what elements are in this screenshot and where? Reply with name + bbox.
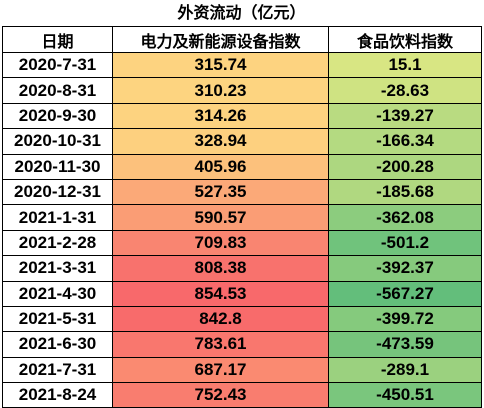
- power-index-cell: 709.83: [112, 229, 329, 257]
- food-index-cell: -392.37: [328, 255, 482, 282]
- power-index-cell: 808.38: [112, 255, 329, 282]
- table-row: 2021-6-30 783.61 -473.59: [2, 331, 482, 358]
- food-index-cell: -139.27: [328, 102, 482, 130]
- date-cell: 2021-4-30: [2, 280, 113, 307]
- power-index-cell: 315.74: [112, 51, 329, 79]
- food-index-cell: -399.72: [328, 305, 482, 333]
- table-row: 2021-8-24 752.43 -450.51: [2, 382, 482, 408]
- power-index-cell: 783.61: [112, 331, 329, 358]
- table-row: 2021-3-31 808.38 -392.37: [2, 255, 482, 282]
- power-index-column-header: 电力及新能源设备指数: [112, 26, 329, 53]
- table-row: 2021-4-30 854.53 -567.27: [2, 280, 482, 307]
- header-row: 日期 电力及新能源设备指数 食品饮料指数: [2, 26, 482, 53]
- power-index-cell: 842.8: [112, 305, 329, 333]
- power-index-cell: 328.94: [112, 128, 329, 155]
- food-index-cell: -473.59: [328, 331, 482, 358]
- date-cell: 2020-9-30: [2, 102, 113, 130]
- table-row: 2021-5-31 842.8 -399.72: [2, 305, 482, 333]
- power-index-cell: 854.53: [112, 280, 329, 307]
- food-index-cell: -362.08: [328, 204, 482, 231]
- power-index-cell: 527.35: [112, 178, 329, 206]
- food-index-cell: -185.68: [328, 178, 482, 206]
- power-index-cell: 314.26: [112, 102, 329, 130]
- date-cell: 2021-5-31: [2, 305, 113, 333]
- table-row: 2021-2-28 709.83 -501.2: [2, 229, 482, 257]
- table-row: 2021-1-31 590.57 -362.08: [2, 204, 482, 231]
- food-index-column-header: 食品饮料指数: [328, 26, 482, 53]
- table-row: 2020-8-31 310.23 -28.63: [2, 77, 482, 104]
- table-row: 2020-12-31 527.35 -185.68: [2, 178, 482, 206]
- date-cell: 2021-7-31: [2, 356, 113, 384]
- table-title: 外资流动（亿元）: [177, 5, 306, 22]
- food-index-cell: -567.27: [328, 280, 482, 307]
- table-row: 2021-7-31 687.17 -289.1: [2, 356, 482, 384]
- date-cell: 2020-8-31: [2, 77, 113, 104]
- date-cell: 2021-1-31: [2, 204, 113, 231]
- table-row: 2020-7-31 315.74 15.1: [2, 51, 482, 79]
- power-index-cell: 590.57: [112, 204, 329, 231]
- date-cell: 2020-11-30: [2, 153, 113, 180]
- date-cell: 2020-12-31: [2, 178, 113, 206]
- food-index-cell: -200.28: [328, 153, 482, 180]
- power-index-cell: 405.96: [112, 153, 329, 180]
- power-index-cell: 752.43: [112, 382, 329, 408]
- date-cell: 2020-7-31: [2, 51, 113, 79]
- date-cell: 2021-2-28: [2, 229, 113, 257]
- food-index-cell: -166.34: [328, 128, 482, 155]
- date-cell: 2020-10-31: [2, 128, 113, 155]
- table-row: 2020-11-30 405.96 -200.28: [2, 153, 482, 180]
- power-index-cell: 310.23: [112, 77, 329, 104]
- table-row: 2020-9-30 314.26 -139.27: [2, 102, 482, 130]
- food-index-cell: -289.1: [328, 356, 482, 384]
- food-index-cell: -28.63: [328, 77, 482, 104]
- power-index-cell: 687.17: [112, 356, 329, 384]
- date-cell: 2021-6-30: [2, 331, 113, 358]
- date-cell: 2021-3-31: [2, 255, 113, 282]
- date-column-header: 日期: [2, 26, 113, 53]
- food-index-cell: -501.2: [328, 229, 482, 257]
- food-index-cell: -450.51: [328, 382, 482, 408]
- food-index-cell: 15.1: [328, 51, 482, 79]
- table-body: 2020-7-31 315.74 15.1 2020-8-31 310.23 -28.63…: [2, 51, 482, 408]
- table-row: 2020-10-31 328.94 -166.34: [2, 128, 482, 155]
- date-cell: 2021-8-24: [2, 382, 113, 408]
- foreign-capital-flow-table: 日期 电力及新能源设备指数 食品饮料指数 2020-7-31 315.74 15.1…: [2, 26, 482, 408]
